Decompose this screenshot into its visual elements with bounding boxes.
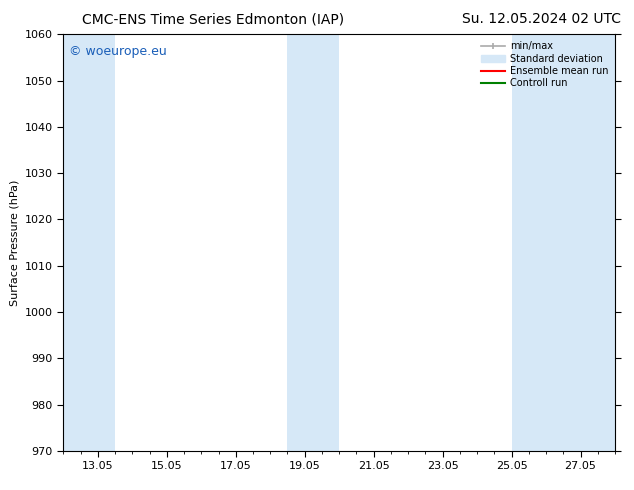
Bar xyxy=(63,34,115,451)
Bar xyxy=(512,34,615,451)
Bar xyxy=(287,34,339,451)
Text: © woeurope.eu: © woeurope.eu xyxy=(69,45,167,58)
Legend: min/max, Standard deviation, Ensemble mean run, Controll run: min/max, Standard deviation, Ensemble me… xyxy=(477,37,612,92)
Y-axis label: Surface Pressure (hPa): Surface Pressure (hPa) xyxy=(10,179,19,306)
Text: Su. 12.05.2024 02 UTC: Su. 12.05.2024 02 UTC xyxy=(462,12,621,26)
Text: CMC-ENS Time Series Edmonton (IAP): CMC-ENS Time Series Edmonton (IAP) xyxy=(82,12,344,26)
